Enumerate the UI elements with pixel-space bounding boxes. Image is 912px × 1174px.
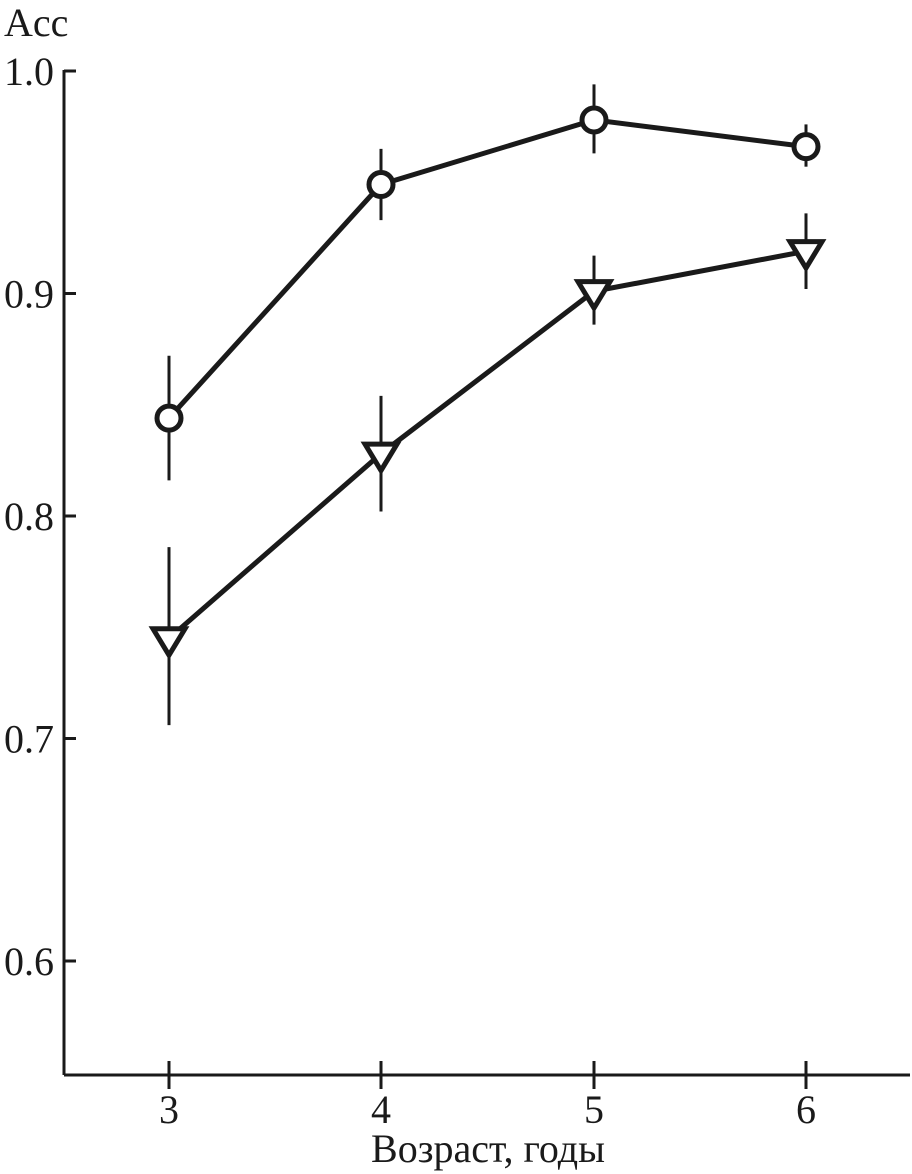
data-point-circle	[579, 105, 609, 135]
data-point-triangle	[573, 279, 615, 313]
x-tick-label: 6	[796, 1087, 816, 1132]
x-ticks: 3 4 5 6	[159, 1061, 816, 1132]
y-tick-label: 0.9	[4, 272, 54, 317]
series-1	[154, 84, 821, 481]
series-line	[167, 248, 807, 641]
x-tick-label: 4	[371, 1087, 391, 1132]
y-axis: Acc 0.6 0.7 0.8 0.9 1.0	[4, 0, 76, 1075]
y-axis-title: Acc	[4, 0, 68, 45]
y-tick-label: 1.0	[4, 49, 54, 94]
x-axis-title: Возраст, годы	[371, 1126, 605, 1171]
x-tick-label: 5	[584, 1087, 604, 1132]
data-point-circle	[791, 132, 821, 162]
x-axis: 3 4 5 6 Возраст, годы	[64, 1061, 910, 1171]
data-point-triangle	[148, 626, 190, 660]
y-tick-label: 0.8	[4, 494, 54, 539]
x-tick-label: 3	[159, 1087, 179, 1132]
y-tick-label: 0.7	[4, 717, 54, 762]
plot-area	[148, 84, 827, 726]
series-2	[148, 213, 827, 726]
data-point-triangle	[785, 239, 827, 273]
data-point-triangle	[360, 441, 402, 476]
series-line	[167, 117, 807, 420]
y-tick-label: 0.6	[4, 939, 54, 984]
data-point-circle	[366, 169, 396, 199]
error-bars	[167, 84, 808, 481]
data-point-circle	[154, 403, 184, 433]
error-bars	[167, 213, 808, 726]
y-ticks: 0.6 0.7 0.8 0.9 1.0	[4, 49, 76, 984]
